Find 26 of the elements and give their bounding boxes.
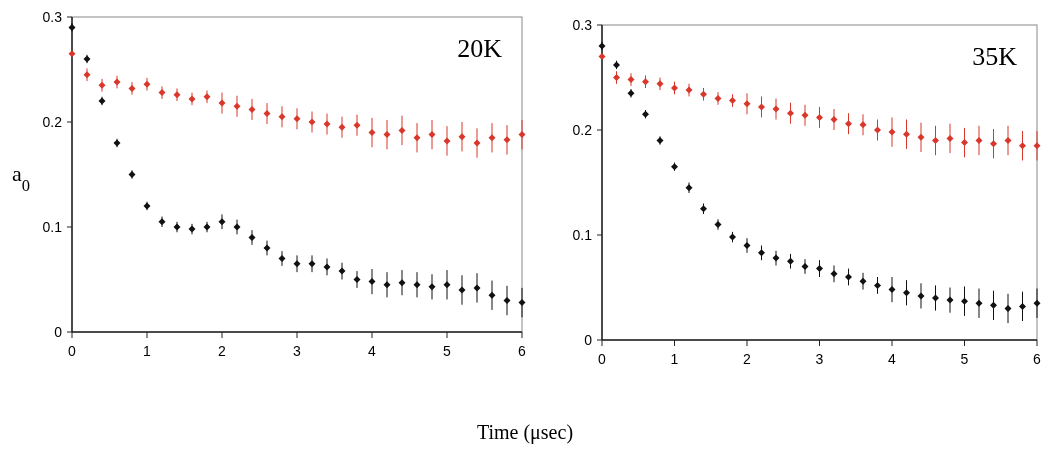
y-tick-label: 0.2 — [572, 122, 593, 138]
x-tick-label: 3 — [293, 343, 302, 359]
x-tick-label: 4 — [888, 351, 897, 367]
x-tick-label: 0 — [68, 343, 77, 359]
x-tick-label: 3 — [815, 351, 824, 367]
x-tick-label: 5 — [443, 343, 452, 359]
x-tick-label: 2 — [743, 351, 752, 367]
y-tick-label: 0.3 — [572, 17, 593, 33]
y-tick-label: 0.1 — [572, 227, 593, 243]
x-tick-label: 1 — [670, 351, 679, 367]
y-tick-label: 0 — [584, 332, 593, 348]
y-tick-label: 0.2 — [42, 114, 63, 130]
x-axis-title: Time (μsec) — [476, 421, 574, 444]
x-tick-label: 0 — [598, 351, 607, 367]
x-tick-label: 6 — [518, 343, 527, 359]
x-tick-label: 5 — [960, 351, 969, 367]
y-tick-label: 0 — [54, 324, 63, 340]
x-tick-label: 4 — [368, 343, 377, 359]
annotation: 20K — [457, 34, 503, 63]
x-tick-label: 6 — [1033, 351, 1042, 367]
y-tick-label: 0.1 — [42, 219, 63, 235]
x-tick-label: 2 — [218, 343, 227, 359]
x-tick-label: 1 — [143, 343, 152, 359]
y-tick-label: 0.3 — [42, 9, 63, 25]
annotation: 35K — [972, 42, 1018, 71]
y-axis-title: a$_{0}$ — [12, 160, 31, 194]
